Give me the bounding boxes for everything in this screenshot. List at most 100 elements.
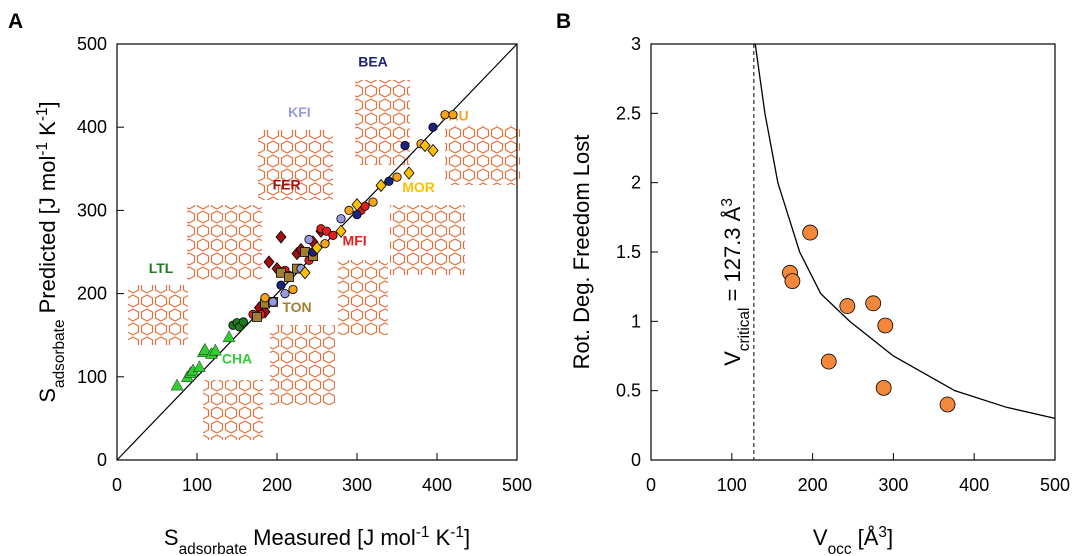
framework-image	[355, 80, 410, 165]
x-axis-label-part: K	[429, 525, 450, 550]
y-axis-label: Sadsorbate Predicted [J mol-1 K-1]	[34, 101, 68, 402]
point	[328, 230, 338, 240]
point	[352, 209, 362, 220]
framework-image	[258, 130, 333, 200]
point	[384, 176, 394, 186]
point	[360, 201, 370, 211]
x-axis-label-part: Measured [J mol	[247, 525, 416, 550]
point	[222, 330, 236, 343]
x-tick-label: 0	[646, 475, 656, 495]
point	[939, 396, 956, 413]
fit-curve	[754, 43, 1056, 420]
y-axis-label-part: K	[35, 121, 60, 142]
x-tick-label: 200	[262, 475, 292, 495]
point	[193, 360, 206, 373]
y-axis-label-part: Predicted [J mol	[35, 156, 60, 320]
y-tick-label: 100	[77, 367, 107, 387]
point	[198, 342, 212, 355]
y-tick-label: 3	[631, 34, 641, 54]
y-tick-label: 500	[77, 34, 107, 54]
point	[209, 343, 222, 356]
x-axis-label: Vocc [Å3]	[813, 524, 893, 556]
point	[335, 224, 347, 238]
point	[448, 110, 458, 120]
framework-label: BEA	[358, 53, 388, 69]
y-tick-label: 0	[631, 450, 641, 470]
x-axis-label-part: S	[164, 525, 179, 550]
point	[238, 317, 248, 327]
framework-label: MFI	[343, 232, 367, 248]
framework-label: FER	[273, 177, 301, 193]
x-axis-label-part: -1	[416, 524, 430, 541]
point	[802, 224, 819, 241]
x-tick-label: 500	[502, 475, 532, 495]
framework-label: LTL	[149, 260, 174, 276]
framework-image	[187, 205, 262, 280]
point	[321, 226, 332, 236]
x-axis-label-part: 3	[878, 524, 887, 541]
framework-image	[203, 380, 263, 440]
point	[260, 293, 270, 303]
framework-image	[445, 125, 520, 185]
x-axis-label-part: -1	[450, 524, 464, 541]
framework-image	[390, 205, 465, 275]
point	[275, 230, 287, 244]
point	[784, 273, 801, 290]
x-tick-label: 500	[1040, 475, 1070, 495]
critical-label-part: 3	[718, 198, 735, 207]
point	[440, 110, 450, 120]
x-axis-label: Sadsorbate Measured [J mol-1 K-1]	[164, 524, 470, 556]
point	[392, 172, 402, 182]
panel-label: B	[556, 10, 571, 33]
x-tick-label: 100	[717, 475, 747, 495]
point	[877, 317, 894, 334]
y-tick-label: 2	[631, 173, 641, 193]
framework-images	[128, 80, 520, 440]
point	[419, 138, 431, 153]
x-axis-label-part: [Å	[852, 525, 879, 550]
point	[304, 234, 314, 245]
point	[839, 298, 856, 314]
y-axis-label-part: adsorbate	[51, 319, 68, 387]
x-tick-label: 400	[959, 475, 989, 495]
y-axis-label-part: ]	[35, 101, 60, 107]
point	[284, 272, 294, 282]
y-axis-label-part: -1	[34, 142, 51, 156]
framework-label: KFI	[288, 104, 311, 120]
x-axis-label-part: occ	[828, 541, 852, 556]
critical-label-part: V	[720, 351, 745, 366]
plot-frame	[116, 43, 518, 461]
point	[170, 378, 184, 391]
panel-label: A	[8, 10, 23, 33]
critical-label: Vcritical = 127.3 Å3	[718, 198, 752, 366]
point	[428, 122, 438, 132]
x-axis-label-part: V	[813, 525, 828, 550]
framework-image	[338, 260, 388, 335]
y-axis-label: Rot. Deg. Freedom Lost	[569, 135, 594, 370]
x-tick-label: 0	[112, 475, 122, 495]
point	[268, 297, 278, 307]
point	[280, 288, 290, 299]
y-tick-label: 400	[77, 117, 107, 137]
y-axis-label-part: Rot. Deg. Freedom Lost	[569, 135, 594, 370]
framework-image	[270, 325, 335, 405]
x-tick-label: 200	[798, 475, 828, 495]
point	[427, 143, 439, 158]
x-tick-label: 300	[342, 475, 372, 495]
x-axis-label-part: ]	[464, 525, 470, 550]
critical-label-part: = 127.3 Å	[720, 206, 745, 307]
y-tick-label: 300	[77, 200, 107, 220]
y-tick-label: 1	[631, 311, 641, 331]
point	[875, 379, 892, 396]
y-tick-label: 0.5	[616, 381, 641, 401]
framework-image	[128, 285, 188, 345]
y-tick-label: 200	[77, 284, 107, 304]
x-axis-label-part: adsorbate	[179, 541, 247, 556]
point	[403, 166, 415, 180]
point	[276, 280, 286, 290]
point	[299, 266, 311, 280]
x-tick-label: 300	[878, 475, 908, 495]
y-tick-label: 1.5	[616, 242, 641, 262]
point	[351, 197, 363, 212]
